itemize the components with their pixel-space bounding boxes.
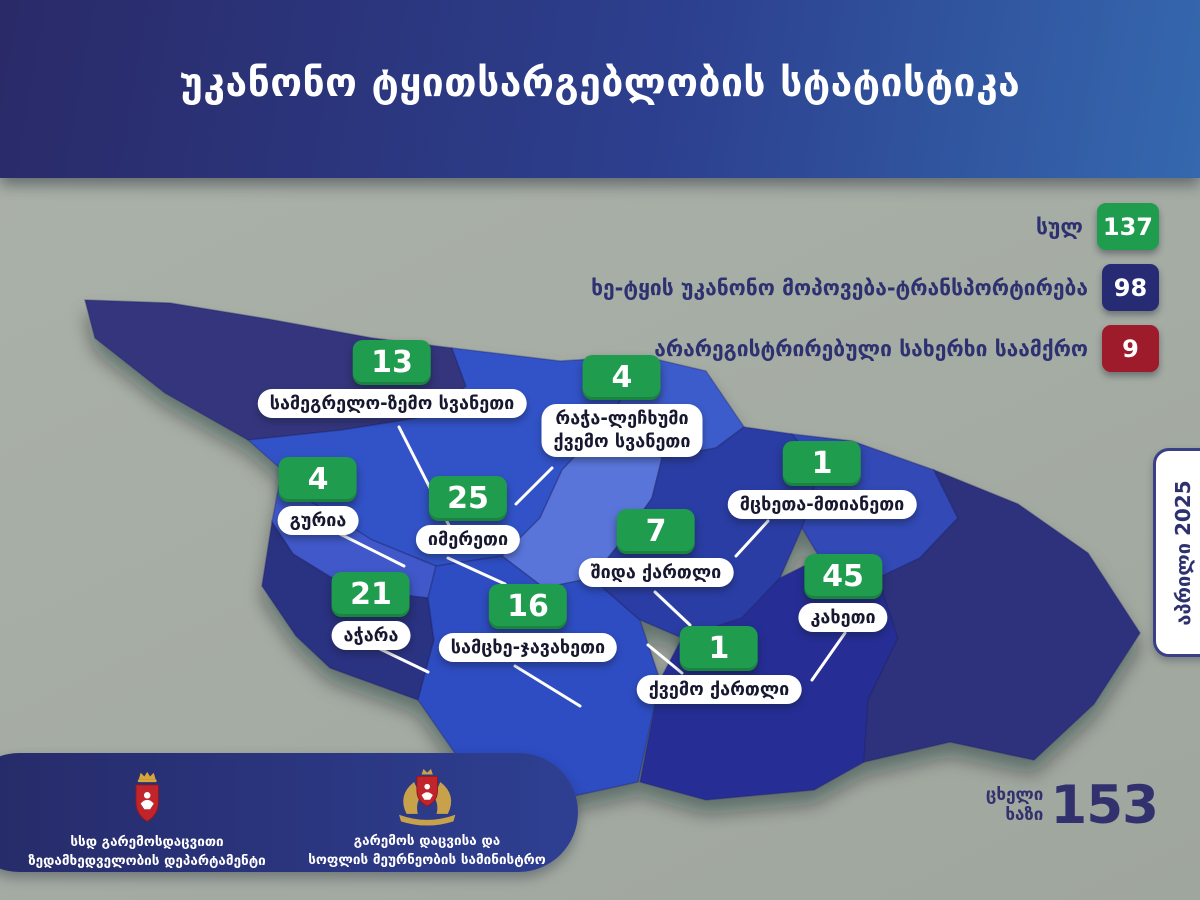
legend-label: ხე-ტყის უკანონო მოპოვება-ტრანსპორტირება: [591, 275, 1088, 300]
ministry-coat-of-arms-icon: [398, 768, 456, 826]
region-name-label: ქვემო ქართლი: [636, 675, 802, 705]
hotline-label: ცხელი ხაზი: [986, 786, 1044, 824]
region-name-line2: ქვემო სვანეთი: [553, 431, 691, 453]
region-callout-kakheti: 45 კახეთი: [798, 554, 888, 633]
legend-row-logging: ხე-ტყის უკანონო მოპოვება-ტრანსპორტირება …: [591, 264, 1159, 311]
region-callout-mtskheta: 1 მცხეთა-მთიანეთი: [727, 441, 917, 520]
legend-row-total: სულ 137: [1036, 203, 1159, 250]
georgia-coat-of-arms-icon: [135, 771, 159, 822]
region-callout-imereti: 25 იმერეთი: [415, 476, 521, 555]
region-count-badge: 1: [783, 441, 861, 486]
region-count-badge: 16: [488, 584, 567, 629]
legend-label: არარეგისტრირებული სახერხი საამქრო: [654, 336, 1088, 361]
org-name-line2: სოფლის მეურნეობის სამინისტრო: [308, 851, 546, 868]
region-name-line1: რაჭა-ლეჩხუმი: [555, 408, 689, 429]
page-title: უკანონო ტყითსარგებლობის სტატისტიკა: [179, 60, 1021, 106]
region-count-badge: 13: [352, 340, 431, 385]
hotline-number: 153: [1050, 775, 1159, 836]
org-name-line1: გარემოს დაცვისა და: [353, 833, 501, 849]
org-environmental-supervision: სსდ გარემოსდაცვითი ზედამხედველობის დეპარ…: [28, 770, 266, 871]
legend-row-sawmill: არარეგისტრირებული სახერხი საამქრო 9: [654, 325, 1159, 372]
region-count-badge: 21: [332, 572, 410, 617]
hotline-label-line1: ცხელი: [985, 785, 1044, 806]
region-name-label: იმერეთი: [415, 525, 521, 555]
region-name-label: მცხეთა-მთიანეთი: [727, 490, 917, 520]
region-count-badge: 4: [279, 457, 357, 502]
hotline: ცხელი ხაზი 153: [986, 775, 1159, 836]
legend-value-badge: 137: [1096, 203, 1159, 250]
footer-bar: სსდ გარემოსდაცვითი ზედამხედველობის დეპარ…: [0, 753, 578, 872]
org-name-line2: ზედამხედველობის დეპარტამენტი: [28, 852, 266, 869]
region-name-label: გურია: [277, 506, 359, 536]
region-name-label: შიდა ქართლი: [578, 558, 734, 588]
region-name-label: კახეთი: [798, 603, 888, 633]
period-label: აპრილი 2025: [1170, 479, 1195, 626]
region-callout-samegrelo: 13 სამეგრელო-ზემო სვანეთი: [257, 340, 527, 419]
org-ministry: გარემოს დაცვისა და სოფლის მეურნეობის სამ…: [308, 765, 546, 870]
region-name-label: სამეგრელო-ზემო სვანეთი: [257, 389, 527, 419]
region-name-label: რაჭა-ლეჩხუმი ქვემო სვანეთი: [541, 404, 703, 457]
region-callout-kvemo-kartli: 1 ქვემო ქართლი: [636, 626, 802, 705]
region-name-label: აჭარა: [331, 621, 411, 651]
region-callout-racha: 4 რაჭა-ლეჩხუმი ქვემო სვანეთი: [541, 355, 703, 457]
region-callout-shida-kartli: 7 შიდა ქართლი: [578, 509, 734, 588]
region-callout-samtskhe: 16 სამცხე-ჯავახეთი: [438, 584, 618, 663]
header-banner: უკანონო ტყითსარგებლობის სტატისტიკა: [0, 0, 1200, 178]
region-count-badge: 1: [679, 626, 758, 671]
region-count-badge: 45: [803, 554, 882, 599]
org-name-line1: სსდ გარემოსდაცვითი: [70, 834, 224, 850]
region-callout-adjara: 21 აჭარა: [331, 572, 411, 651]
legend-value-badge: 98: [1102, 264, 1159, 311]
hotline-label-line2: ხაზი: [1005, 804, 1044, 825]
region-name-label: სამცხე-ჯავახეთი: [438, 633, 618, 663]
region-callout-guria: 4 გურია: [277, 457, 359, 536]
legend-label: სულ: [1035, 214, 1083, 239]
org-name: გარემოს დაცვისა და სოფლის მეურნეობის სამ…: [308, 832, 546, 870]
period-tab: აპრილი 2025: [1153, 448, 1200, 657]
legend: სულ 137 ხე-ტყის უკანონო მოპოვება-ტრანსპო…: [591, 203, 1159, 372]
region-count-badge: 25: [429, 476, 507, 521]
org-name: სსდ გარემოსდაცვითი ზედამხედველობის დეპარ…: [28, 833, 266, 871]
region-count-badge: 7: [617, 509, 695, 554]
region-count-badge: 4: [582, 355, 661, 400]
legend-value-badge: 9: [1102, 325, 1159, 372]
